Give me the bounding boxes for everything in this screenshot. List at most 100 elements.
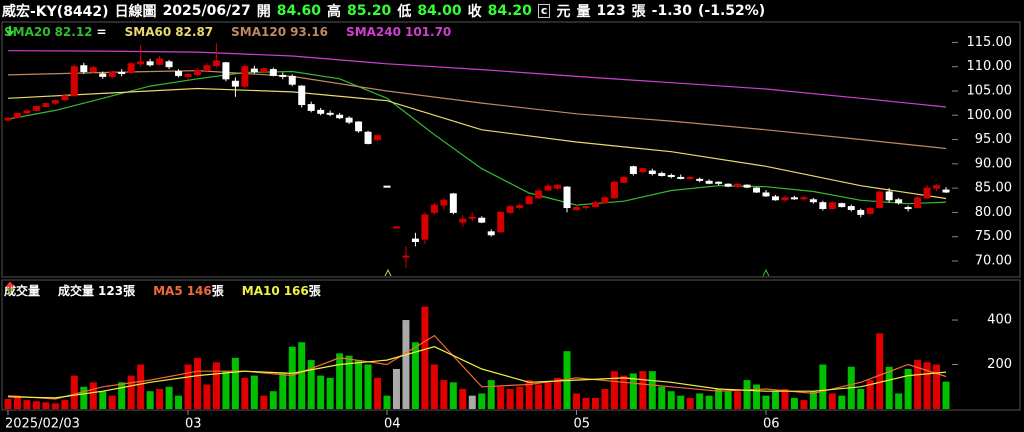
volume-bar [554,377,562,409]
candle-body [269,69,277,76]
candle-body [156,58,164,65]
legend-name: SMA60 [124,25,172,39]
legend-item: 成交量 123 張 [6,282,135,299]
candle-body [847,206,855,210]
candle-body [629,166,637,175]
volume-bar [89,382,97,409]
legend-item: MA10 166 張 [6,282,321,299]
volume-bar [459,388,467,409]
y-tick-label: 400 [987,313,1012,328]
volume-bar [222,371,230,409]
x-tick-label: 04 [384,417,401,432]
volume-bar [336,353,344,409]
volume-bar [411,342,419,409]
volume-bar [99,391,107,409]
change-pct: (-1.52%) [698,3,766,19]
volume-bar [705,395,713,409]
ma-line [7,50,947,108]
candle-body [923,187,931,199]
volume-value: 123 [596,3,626,19]
ma-line [7,70,947,206]
legend-unit: 張 [308,284,321,298]
volume-bar [771,391,779,409]
candle-body [516,205,524,209]
candle-body [468,216,476,219]
volume-bar [317,375,325,409]
volume-bar [667,391,675,409]
candle-body [563,186,571,209]
y-tick-label: 90.00 [975,156,1012,171]
volume-bar [639,371,647,409]
volume-bar [648,371,656,409]
volume-bar [32,401,40,409]
volume-bar [516,386,524,409]
candle-body [753,187,761,193]
open-value: 84.60 [276,3,322,19]
volume-bar [250,375,258,409]
volume-bar [591,397,599,409]
candle-body [440,199,448,206]
legend-value: 101.70 [404,25,452,39]
volume-bar [601,388,609,409]
volume-bar [374,377,382,409]
volume-bar [762,395,770,409]
legend-name: SMA120 [231,25,287,39]
volume-bar [468,395,476,409]
candle-body [70,66,78,97]
legend-item: SMA20 82.12 = [4,25,107,39]
legend-title: 成交量 [4,284,41,298]
header: 威宏-KY(8442) 日線圖 2025/06/27 開 84.60 高 85.… [2,1,765,21]
candle-body [677,176,685,179]
y-tick-label: 200 [987,357,1012,372]
candle-body [127,63,135,74]
candle-body [743,184,751,188]
volume-bar [790,397,798,409]
candle-body [80,65,88,73]
volume-bar [23,400,31,409]
candle-body [696,178,704,181]
candle-body [478,217,486,223]
legend-value: 82.12 [54,25,93,39]
candle-body [497,211,505,233]
volume-bar [535,384,543,409]
candle-body [800,197,808,200]
low-label: 低 [397,4,412,20]
close-value: 84.20 [487,3,532,19]
candle-body [667,174,675,177]
volume-unit: 張 [631,4,646,20]
month-marker [384,268,392,277]
candle-body [648,170,656,175]
candle-body [421,214,429,240]
y-tick-label: 75.00 [975,229,1012,244]
volume-bar [184,364,192,409]
volume-label: 量 [576,4,591,20]
candle-body [942,189,950,193]
volume-bar [895,393,903,409]
volume-bar [355,360,363,409]
candle-body [771,196,779,201]
volume-bar [298,342,306,409]
candle-body [686,176,694,179]
candle-body [506,206,514,213]
volume-bar [364,364,372,409]
legend-value: 123 [98,283,124,298]
ma-line [7,87,947,200]
price-panel [1,21,1021,278]
candle-body [933,185,941,189]
volume-bar [383,395,391,409]
candle-body [402,255,410,258]
legend-item: SMA120 93.16 [6,25,328,39]
candle-body [828,202,836,210]
volume-bar [724,391,732,409]
candle-body [544,185,552,191]
volume-bar [582,397,590,409]
volume-bar [241,377,249,409]
volume-bar [4,398,12,409]
candle-body [231,80,239,87]
legend-name: 成交量 [58,284,95,298]
candle-body [620,176,628,183]
legend-mark: = [96,25,107,39]
volume-bar [876,333,884,409]
trend-arrow [6,282,14,292]
volume-bar [715,388,723,409]
